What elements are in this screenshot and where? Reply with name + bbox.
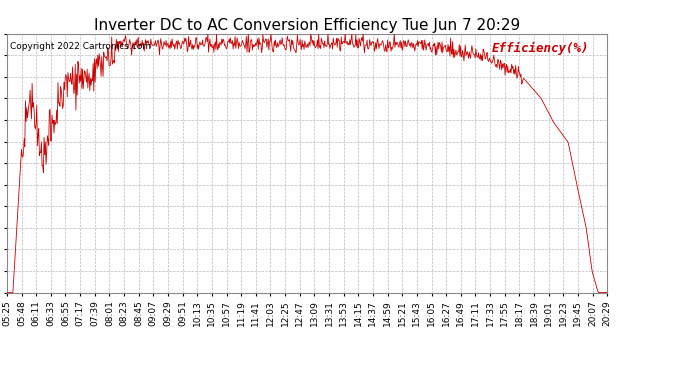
Text: Efficiency(%): Efficiency(%) xyxy=(492,42,589,55)
Title: Inverter DC to AC Conversion Efficiency Tue Jun 7 20:29: Inverter DC to AC Conversion Efficiency … xyxy=(94,18,520,33)
Text: Copyright 2022 Cartronics.com: Copyright 2022 Cartronics.com xyxy=(10,42,151,51)
